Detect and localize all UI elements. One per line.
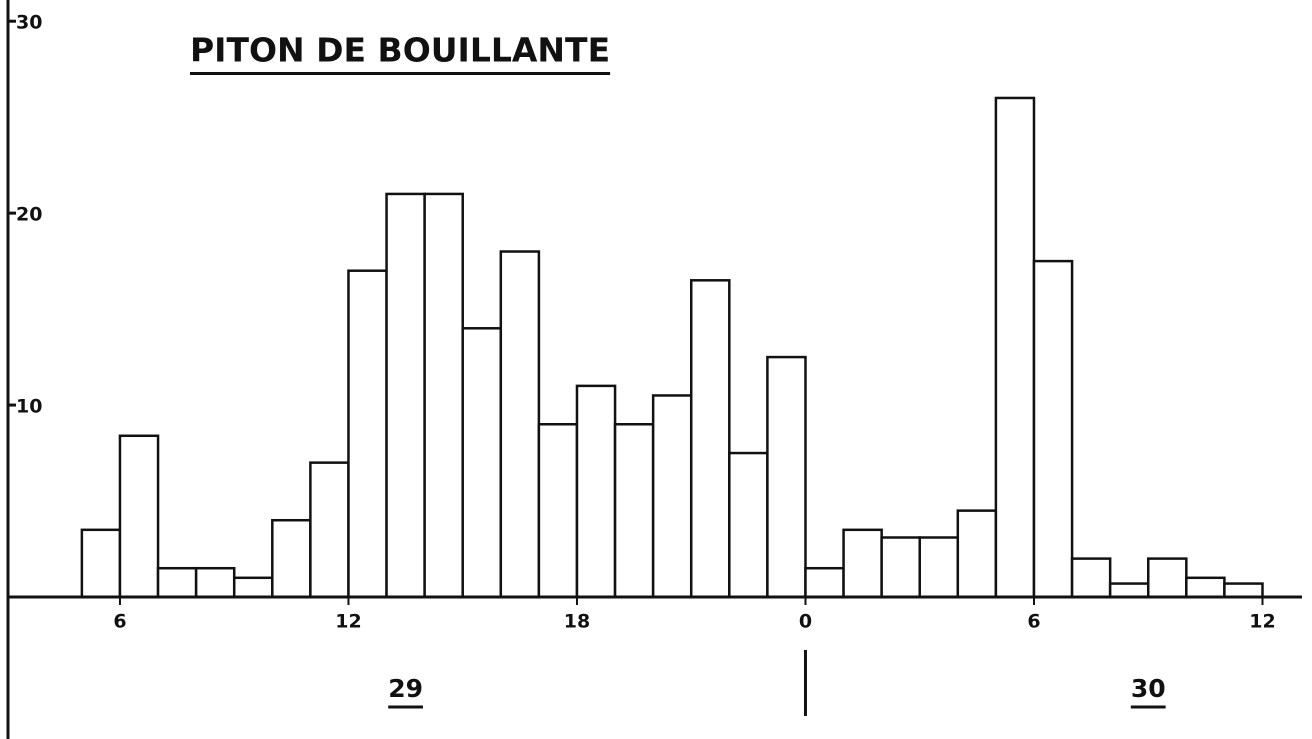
bar [1108,582,1150,599]
bar [194,566,236,599]
bar [689,279,731,599]
y-tick-label: 30 [16,12,42,34]
day-label: 30 [1131,674,1166,703]
x-tick-label: 12 [1249,611,1275,633]
bar [651,394,693,599]
bar [156,566,198,599]
bar [575,384,617,599]
chart-title: PITON DE BOUILLANTE [190,31,610,70]
bar [271,518,312,599]
bar [537,423,579,599]
x-tick-label: 6 [1027,611,1040,633]
bar [766,355,807,599]
x-tick-label: 0 [799,611,812,633]
bar [804,566,845,599]
bar [918,536,960,599]
bar [385,192,426,599]
bar [728,451,769,599]
bar [423,192,464,599]
bar [499,250,541,599]
bar [347,269,388,599]
bar [994,96,1036,599]
bar [1070,557,1112,599]
bar [1146,557,1188,599]
bar [613,423,655,599]
bar [309,461,350,599]
x-tick-label: 6 [113,611,126,633]
bar [880,536,921,599]
bar [1032,259,1074,599]
bar [461,327,503,599]
bar [842,528,883,599]
bar [118,434,160,599]
day-label: 29 [388,674,423,703]
x-tick-label: 18 [564,611,590,633]
bar [1185,576,1226,599]
bar [1223,582,1264,599]
x-tick-label: 12 [335,611,361,633]
y-tick-label: 20 [16,204,42,226]
y-tick-label: 10 [16,396,42,418]
bar [956,509,998,599]
bar [80,528,122,599]
bar [232,576,274,599]
